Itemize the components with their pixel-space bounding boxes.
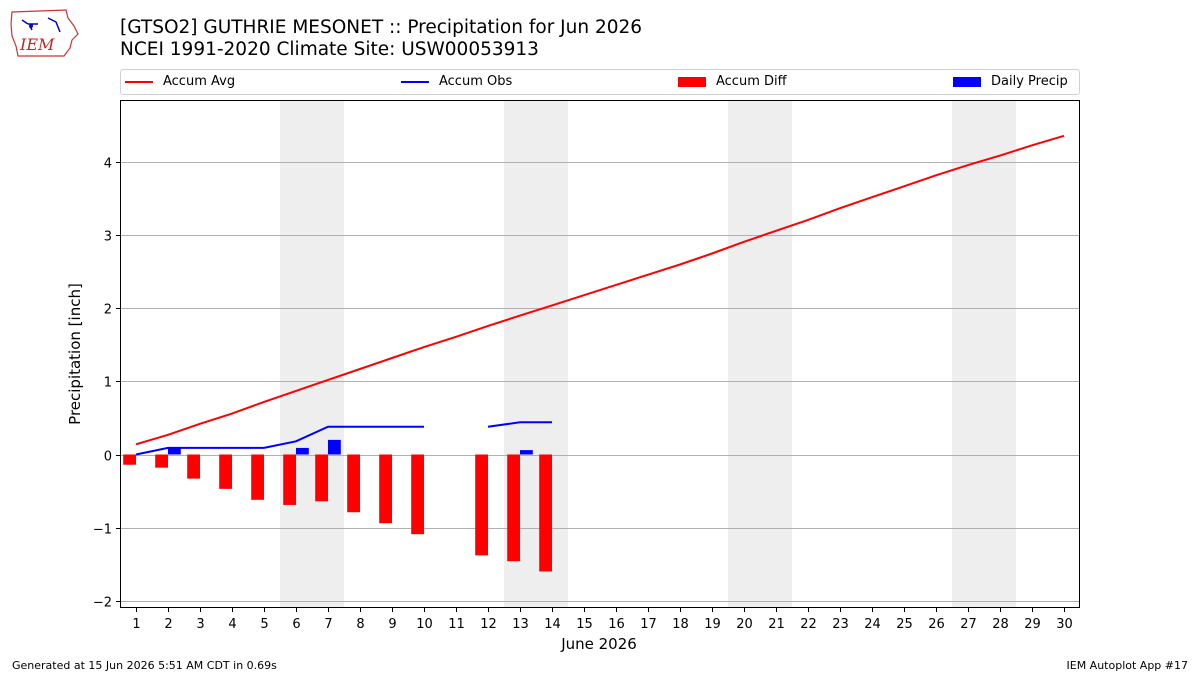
x-tick-label: 28 — [992, 617, 1009, 632]
x-tick-label: 2 — [164, 617, 172, 632]
footer-generated: Generated at 15 Jun 2026 5:51 AM CDT in … — [12, 659, 277, 672]
iowa-outline-icon — [10, 9, 79, 57]
accum-obs-line — [135, 421, 552, 456]
weekend-shade-band — [952, 100, 1016, 608]
plot-frame — [120, 100, 1080, 608]
weekend-shading — [280, 100, 1016, 608]
x-tick-label: 3 — [196, 617, 204, 632]
x-tick-label: 29 — [1024, 617, 1041, 632]
x-tick-label: 21 — [768, 617, 785, 632]
accum-diff-bar — [155, 454, 168, 468]
chart-title: [GTSO2] GUTHRIE MESONET :: Precipitation… — [120, 17, 643, 38]
accum-diff-bar — [123, 454, 136, 465]
x-tick-label: 9 — [388, 617, 396, 632]
x-tick-label: 30 — [1056, 617, 1073, 632]
weather-station-icon — [21, 17, 61, 33]
y-axis-label: Precipitation [inch] — [66, 283, 84, 425]
x-tick-label: 11 — [448, 617, 465, 632]
legend-swatch-accum-diff — [678, 76, 706, 87]
legend-item-accum-avg: Accum Avg — [125, 73, 235, 91]
footer-app-id: IEM Autoplot App #17 — [1066, 659, 1189, 672]
x-tick-label: 1 — [132, 617, 140, 632]
y-tick-label: 3 — [104, 230, 112, 245]
x-tick-label: 6 — [292, 617, 300, 632]
x-tick-label: 4 — [228, 617, 236, 632]
x-tick-label: 7 — [324, 617, 332, 632]
legend-label-accum-obs: Accum Obs — [439, 74, 513, 89]
y-tick-label: −2 — [93, 596, 112, 611]
y-tick-label: 0 — [104, 450, 112, 465]
x-tick-label: 22 — [800, 617, 817, 632]
line-series — [135, 134, 1065, 456]
x-tick-label: 15 — [576, 617, 593, 632]
iem-logo: IEM — [10, 9, 79, 57]
accum-diff-bar — [507, 454, 520, 562]
accum-diff-bar — [187, 454, 200, 479]
weekend-shade-band — [728, 100, 792, 608]
x-tick-label: 23 — [832, 617, 849, 632]
x-tick-label: 14 — [544, 617, 561, 632]
accum-diff-bar — [347, 454, 360, 513]
logo-text: IEM — [19, 35, 55, 54]
x-tick-label: 25 — [896, 617, 913, 632]
y-tick-label: 1 — [104, 376, 112, 391]
x-tick-label: 27 — [960, 617, 977, 632]
legend-item-accum-obs: Accum Obs — [401, 73, 512, 91]
daily-precip-bar — [328, 439, 341, 455]
weekend-shade-band — [280, 100, 344, 608]
daily-precip-bar — [520, 450, 533, 455]
legend-item-accum-diff: Accum Diff — [678, 73, 787, 91]
accum-diff-bar — [283, 454, 296, 505]
x-tick-label: 20 — [736, 617, 753, 632]
accum-diff-bar — [475, 454, 488, 556]
x-tick-label: 18 — [672, 617, 689, 632]
bar-series — [123, 439, 552, 572]
legend-label-accum-avg: Accum Avg — [163, 74, 236, 89]
y-tick-label: −1 — [93, 523, 112, 538]
x-tick-label: 12 — [480, 617, 497, 632]
legend-item-daily-precip: Daily Precip — [953, 73, 1068, 91]
legend-swatch-accum-obs — [401, 80, 429, 83]
x-tick-label: 13 — [512, 617, 529, 632]
legend-swatch-accum-avg — [125, 80, 153, 83]
accum-diff-bar — [219, 454, 232, 489]
accum-diff-bar — [315, 454, 328, 502]
y-tick-label: 4 — [104, 157, 112, 172]
accum-diff-bar — [251, 454, 264, 500]
accum-diff-bar — [411, 454, 424, 535]
y-tick-label: 2 — [104, 303, 112, 318]
accum-diff-bar — [539, 454, 552, 572]
accum-diff-bar — [379, 454, 392, 524]
x-axis-label: June 2026 — [560, 635, 637, 653]
x-tick-label: 10 — [416, 617, 433, 632]
x-tick-label: 19 — [704, 617, 721, 632]
legend-label-daily-precip: Daily Precip — [991, 74, 1068, 89]
x-tick-label: 5 — [260, 617, 268, 632]
x-tick-label: 8 — [356, 617, 364, 632]
legend-swatch-daily-precip — [953, 76, 981, 87]
x-tick-label: 16 — [608, 617, 625, 632]
x-tick-label: 26 — [928, 617, 945, 632]
chart-subtitle: NCEI 1991-2020 Climate Site: USW00053913 — [120, 39, 539, 60]
gridlines — [120, 162, 1080, 602]
daily-precip-bar — [296, 447, 309, 455]
legend: Accum Avg Accum Obs Accum Diff Daily Pre… — [120, 69, 1080, 95]
x-tick-label: 24 — [864, 617, 881, 632]
daily-precip-bar — [168, 447, 181, 455]
accum-avg-line — [135, 134, 1065, 446]
x-tick-label: 17 — [640, 617, 657, 632]
legend-label-accum-diff: Accum Diff — [716, 74, 787, 89]
